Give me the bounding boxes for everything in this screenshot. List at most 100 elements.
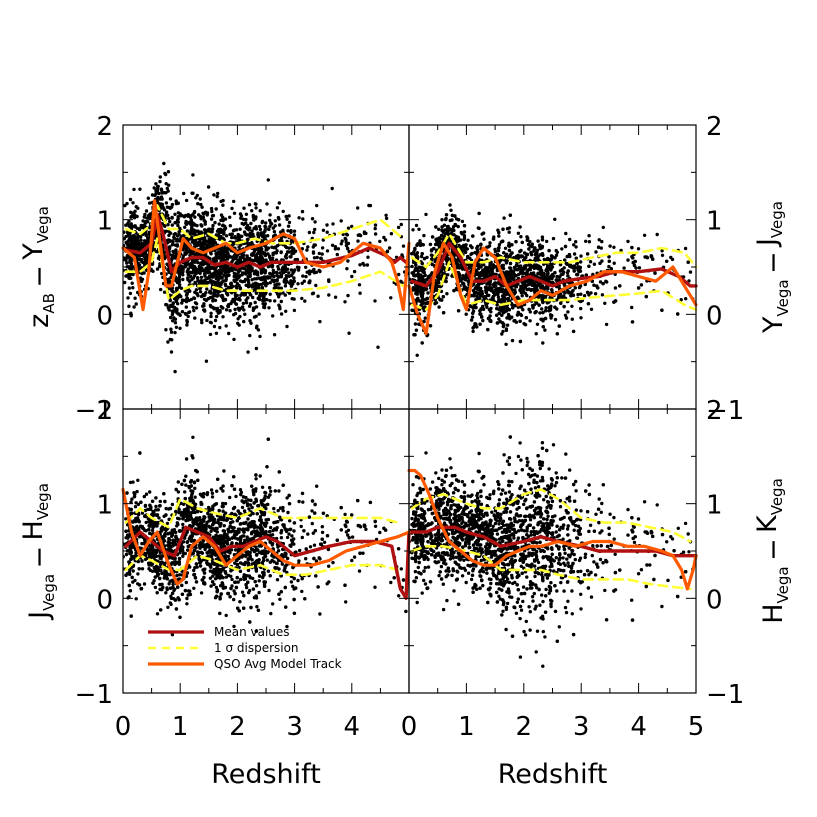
data-point (522, 266, 526, 271)
data-point (442, 234, 446, 238)
data-point (168, 245, 172, 249)
data-point (192, 209, 197, 214)
data-point (444, 213, 449, 217)
data-point (232, 313, 236, 317)
data-point (540, 284, 545, 288)
data-point (182, 245, 186, 250)
data-point (145, 255, 149, 259)
data-point (491, 237, 496, 241)
data-point (228, 267, 232, 272)
data-point (426, 291, 430, 295)
data-point (258, 260, 262, 264)
data-point (495, 303, 499, 307)
data-point (280, 268, 284, 272)
data-point (516, 253, 520, 257)
data-point (592, 283, 596, 287)
data-point (442, 223, 447, 227)
data-point (296, 268, 301, 272)
data-point (286, 224, 291, 228)
data-point (490, 268, 494, 272)
data-point (399, 222, 403, 227)
data-point (169, 327, 173, 331)
data-point (257, 312, 261, 316)
data-point (129, 314, 133, 318)
data-point (171, 249, 175, 254)
data-point (272, 274, 276, 279)
data-point (174, 299, 179, 303)
data-point (198, 290, 203, 294)
data-point (134, 302, 138, 306)
data-point (177, 230, 181, 234)
data-point (174, 199, 178, 203)
data-point (143, 262, 147, 266)
data-point (227, 331, 231, 336)
data-point (269, 221, 273, 225)
data-point (607, 264, 611, 269)
data-point (202, 308, 207, 312)
data-point (597, 238, 601, 242)
data-point (502, 251, 506, 255)
data-point (549, 267, 553, 271)
data-point (518, 312, 523, 317)
data-point (195, 291, 199, 296)
data-point (481, 231, 486, 235)
data-point (173, 212, 177, 216)
data-point (413, 246, 417, 251)
data-point (139, 225, 143, 230)
data-point (384, 216, 389, 221)
data-point (200, 246, 204, 250)
data-point (373, 223, 378, 227)
data-point (176, 211, 181, 215)
data-point (428, 324, 433, 328)
data-point (292, 233, 297, 237)
data-point (178, 326, 182, 330)
data-point (683, 246, 688, 251)
data-point (253, 258, 257, 262)
data-point (203, 246, 207, 250)
data-point (244, 217, 248, 222)
data-point (512, 319, 516, 323)
data-point (129, 210, 133, 214)
data-point (506, 272, 510, 276)
data-point (206, 268, 211, 272)
data-point (688, 270, 693, 274)
data-point (636, 247, 641, 251)
data-point (232, 337, 236, 342)
data-point (485, 305, 489, 309)
data-point (144, 209, 149, 213)
data-point (245, 223, 250, 228)
data-point (449, 208, 453, 212)
data-point (437, 239, 441, 243)
data-point (132, 187, 136, 192)
data-point (146, 236, 151, 240)
data-point (235, 278, 239, 282)
data-point (357, 283, 362, 287)
data-point (167, 279, 171, 284)
data-point (129, 222, 133, 226)
data-point (241, 301, 246, 306)
data-point (288, 255, 292, 259)
data-point (285, 250, 290, 254)
data-point (255, 277, 259, 281)
data-point (211, 244, 215, 248)
data-point (173, 221, 177, 225)
data-point (555, 250, 559, 254)
data-point (218, 325, 222, 330)
data-point (503, 246, 508, 250)
data-point (534, 310, 538, 314)
data-point (209, 217, 214, 221)
data-point (420, 295, 425, 300)
data-point (585, 290, 590, 295)
data-point (626, 239, 630, 244)
data-point (168, 305, 172, 309)
data-point (171, 301, 175, 306)
data-point (325, 249, 330, 253)
data-point (361, 261, 365, 266)
data-point (315, 255, 319, 260)
data-point (573, 286, 577, 290)
data-point (256, 284, 260, 289)
data-point (214, 271, 219, 275)
data-point (214, 314, 219, 319)
data-point (277, 303, 281, 307)
data-point (164, 302, 168, 307)
